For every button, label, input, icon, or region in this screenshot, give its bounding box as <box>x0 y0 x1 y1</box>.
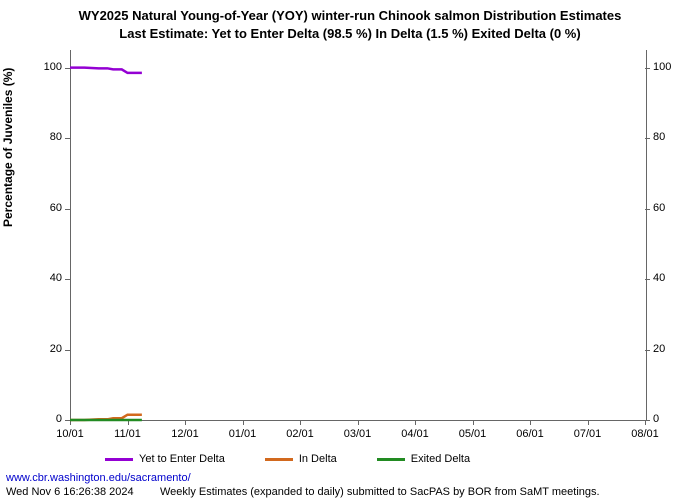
legend-swatch <box>265 458 293 461</box>
legend-label: Yet to Enter Delta <box>139 453 225 465</box>
xtick-label: 02/01 <box>280 428 320 440</box>
ytick-label: 80 <box>32 131 62 143</box>
legend: Yet to Enter Delta In Delta Exited Delta <box>105 453 470 465</box>
xtick-label: 06/01 <box>510 428 550 440</box>
footer-url: www.cbr.washington.edu/sacramento/ <box>6 472 191 484</box>
footer-note: Weekly Estimates (expanded to daily) sub… <box>160 486 600 498</box>
ytick-label: 20 <box>32 343 62 355</box>
chart-lines <box>70 50 645 420</box>
ytick-label-right: 60 <box>653 202 683 214</box>
ytick-label: 0 <box>32 413 62 425</box>
xtick-label: 11/01 <box>108 428 148 440</box>
xtick-label: 01/01 <box>223 428 263 440</box>
ytick-label-right: 80 <box>653 131 683 143</box>
ytick-label-right: 20 <box>653 343 683 355</box>
legend-swatch <box>377 458 405 461</box>
legend-swatch <box>105 458 133 461</box>
ytick-label: 100 <box>32 61 62 73</box>
xtick-label: 07/01 <box>568 428 608 440</box>
y-axis-label: Percentage of Juveniles (%) <box>1 68 15 227</box>
xtick-label: 04/01 <box>395 428 435 440</box>
xtick-label: 08/01 <box>625 428 665 440</box>
legend-label: In Delta <box>299 453 337 465</box>
ytick-label-right: 100 <box>653 61 683 73</box>
xtick-label: 03/01 <box>338 428 378 440</box>
legend-item-in-delta: In Delta <box>265 453 337 465</box>
chart-title-line2: Last Estimate: Yet to Enter Delta (98.5 … <box>0 26 700 41</box>
line-yet-to-enter <box>70 68 142 73</box>
xtick-label: 12/01 <box>165 428 205 440</box>
footer-timestamp: Wed Nov 6 16:26:38 2024 <box>6 486 134 498</box>
legend-item-yet-to-enter: Yet to Enter Delta <box>105 453 225 465</box>
legend-label: Exited Delta <box>411 453 470 465</box>
chart-container: WY2025 Natural Young-of-Year (YOY) winte… <box>0 0 700 500</box>
xtick-label: 10/01 <box>50 428 90 440</box>
ytick-label: 40 <box>32 272 62 284</box>
legend-item-exited-delta: Exited Delta <box>377 453 470 465</box>
ytick-label: 60 <box>32 202 62 214</box>
xtick-label: 05/01 <box>453 428 493 440</box>
ytick-label-right: 0 <box>653 413 683 425</box>
chart-title-line1: WY2025 Natural Young-of-Year (YOY) winte… <box>0 8 700 23</box>
ytick-label-right: 40 <box>653 272 683 284</box>
